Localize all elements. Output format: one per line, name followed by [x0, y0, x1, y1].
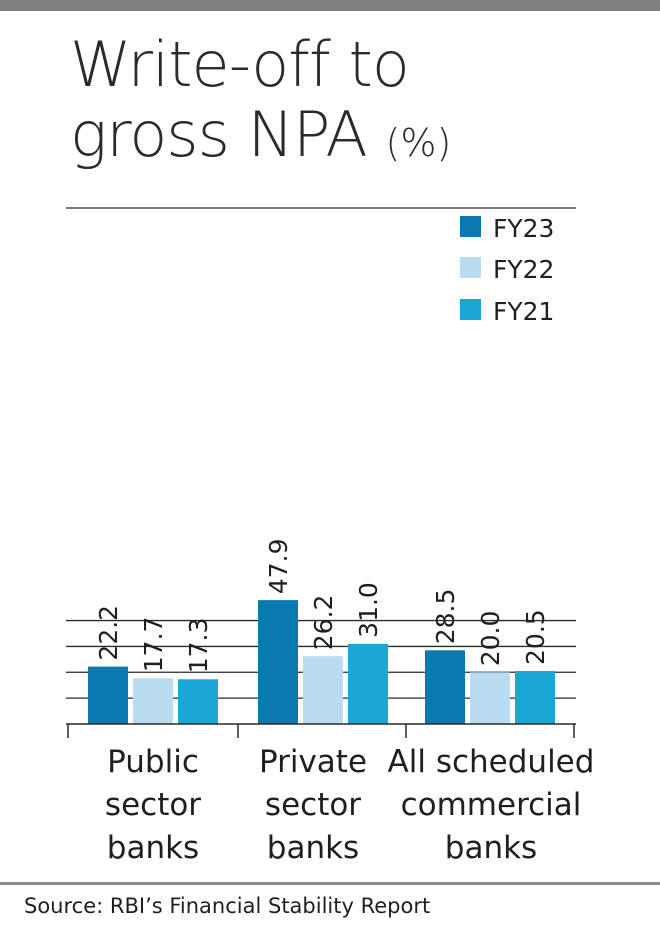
data-label: 22.2: [94, 605, 123, 661]
bar-fy23: [425, 650, 465, 724]
bar-fy21: [515, 670, 555, 724]
category-label: Private: [259, 744, 367, 780]
category-label: commercial: [401, 787, 582, 823]
top-bar: [0, 0, 660, 11]
bar-fy23: [258, 600, 298, 724]
category-label: All scheduled: [388, 744, 595, 780]
data-label: 17.3: [184, 618, 213, 674]
data-label: 47.9: [264, 538, 293, 594]
title-line-2: gross NPA (%): [70, 100, 640, 178]
bar-fy21: [348, 643, 388, 724]
bar-fy22: [470, 672, 510, 724]
title-unit: (%): [385, 121, 452, 165]
bar-fy23: [88, 666, 128, 724]
data-label: 26.2: [309, 595, 338, 651]
bottom-rule: [0, 882, 660, 885]
data-label: 31.0: [354, 582, 383, 638]
legend-label: FY22: [493, 255, 554, 284]
legend-swatch: [460, 299, 481, 320]
category-label: Public: [107, 744, 199, 780]
source-note: Source: RBI’s Financial Stability Report: [24, 894, 431, 918]
category-label: banks: [445, 830, 537, 866]
title-line-1: Write-off to: [70, 28, 410, 101]
data-label: 28.5: [431, 589, 460, 645]
bar-fy22: [303, 656, 343, 724]
title-line-2-text: gross NPA: [70, 98, 368, 171]
legend-label: FY21: [493, 297, 554, 326]
legend-label: FY23: [493, 214, 554, 243]
bar-fy22: [133, 678, 173, 724]
category-label: sector: [265, 787, 361, 823]
data-label: 20.5: [521, 609, 550, 665]
data-label: 17.7: [139, 617, 168, 673]
legend-swatch: [460, 257, 481, 278]
bar-fy21: [178, 679, 218, 724]
chart-title: Write-off to gross NPA (%): [70, 30, 640, 178]
category-label: sector: [105, 787, 201, 823]
category-label: banks: [267, 830, 359, 866]
legend-swatch: [460, 216, 481, 237]
category-label: banks: [107, 830, 199, 866]
data-label: 20.0: [476, 611, 505, 667]
